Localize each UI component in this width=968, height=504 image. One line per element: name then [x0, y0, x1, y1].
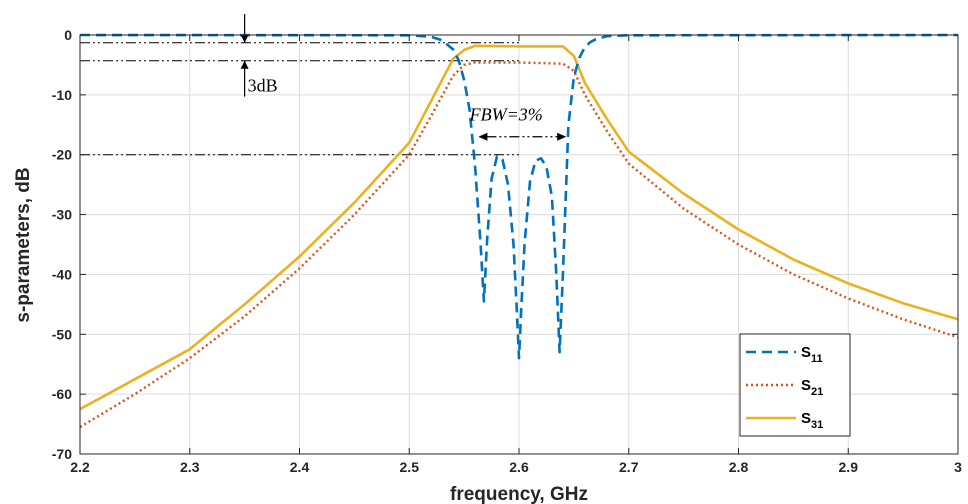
y-tick-label: -30	[52, 207, 72, 223]
annotations: 3dB FBW=3%	[240, 14, 567, 141]
fbw-arrow-right-head	[557, 132, 567, 141]
y-tick-label: -10	[52, 87, 72, 103]
x-tick-label: 2.8	[729, 459, 749, 475]
y-tick-label: -20	[52, 147, 72, 163]
series-s21-line	[79, 61, 959, 429]
x-axis-title: frequency, GHz	[450, 484, 588, 504]
db-annotation-label: 3dB	[248, 75, 278, 95]
x-tick-label: 2.2	[70, 459, 90, 475]
db-arrow-up-head	[240, 60, 249, 69]
db-arrow-down-head	[240, 34, 249, 43]
series-s31-line	[79, 44, 959, 411]
y-tick-label: -40	[52, 266, 72, 282]
x-tick-label: 2.4	[290, 459, 310, 475]
x-tick-label: 2.5	[400, 459, 420, 475]
y-axis-title: s-parameters, dB	[13, 167, 34, 322]
x-tick-label: 3	[954, 459, 962, 475]
fbw-annotation-label: FBW=3%	[469, 105, 543, 125]
y-tick-label: -50	[52, 326, 72, 342]
x-tick-label: 2.9	[839, 459, 859, 475]
reference-lines	[80, 42, 519, 156]
y-tick-label: -60	[52, 386, 72, 402]
fbw-arrow-left-head	[478, 132, 488, 141]
axis-ticks: 2.2 2.3 2.4 2.5 2.6 2.7 2.8 2.9 3 0 -10 -20 -30 -40 -5…	[52, 27, 962, 475]
x-tick-label: 2.7	[619, 459, 639, 475]
y-tick-label: -70	[52, 446, 72, 462]
series-group	[79, 33, 959, 429]
y-tick-label: 0	[64, 27, 72, 43]
x-tick-label: 2.3	[180, 459, 200, 475]
x-tick-label: 2.6	[509, 459, 529, 475]
